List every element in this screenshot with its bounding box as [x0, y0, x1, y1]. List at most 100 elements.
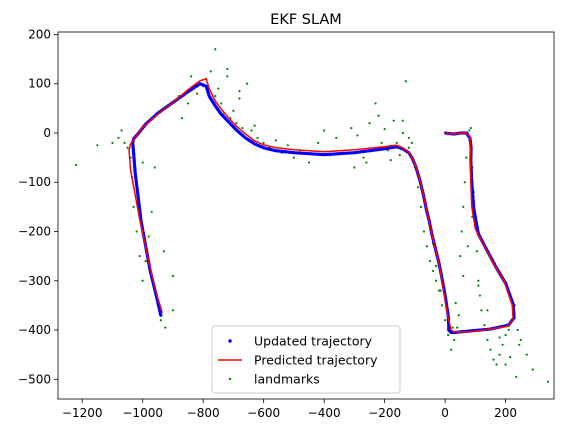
- landmark-point: [238, 90, 240, 92]
- y-tick-label: −300: [18, 274, 51, 288]
- landmark-point: [120, 129, 122, 131]
- x-tick-label: −400: [308, 406, 341, 420]
- landmark-point: [381, 142, 383, 144]
- y-tick-label: −400: [18, 323, 51, 337]
- landmark-point: [464, 181, 466, 183]
- legend: Updated trajectory Predicted trajectory la…: [212, 326, 400, 393]
- landmark-point: [495, 363, 497, 365]
- x-axis: −1200 −1000 −800 −600 −400 −200 0 200: [62, 399, 517, 420]
- landmark-point: [402, 120, 404, 122]
- landmark-point: [498, 336, 500, 338]
- y-tick-label: 200: [28, 27, 51, 41]
- landmark-point: [477, 285, 479, 287]
- landmark-point: [350, 127, 352, 129]
- landmark-point: [509, 356, 511, 358]
- landmark-point: [160, 319, 162, 321]
- landmark-point: [368, 122, 370, 124]
- landmark-point: [335, 137, 337, 139]
- landmark-point: [151, 211, 153, 213]
- landmark-point: [505, 363, 507, 365]
- landmark-point: [96, 144, 98, 146]
- y-tick-label: −200: [18, 225, 51, 239]
- landmark-point: [263, 142, 265, 144]
- landmark-point: [455, 302, 457, 304]
- landmark-point: [356, 134, 358, 136]
- landmark-point: [181, 117, 183, 119]
- landmark-point: [476, 250, 478, 252]
- landmark-point: [172, 309, 174, 311]
- landmark-point: [408, 147, 410, 149]
- y-axis: 2001000−100−200−300−400−500: [18, 27, 58, 386]
- landmark-point: [377, 115, 379, 117]
- x-tick-label: −800: [187, 406, 220, 420]
- legend-label: landmarks: [254, 372, 320, 387]
- landmark-point: [468, 129, 470, 131]
- y-tick-label: 100: [28, 77, 51, 91]
- landmark-point: [456, 326, 458, 328]
- chart-title: EKF SLAM: [270, 12, 342, 28]
- landmark-point: [384, 128, 386, 130]
- landmark-point: [142, 161, 144, 163]
- landmark-point: [317, 142, 319, 144]
- landmark-point: [515, 376, 517, 378]
- landmark-point: [492, 358, 494, 360]
- y-tick-label: −100: [18, 175, 51, 189]
- landmark-point: [75, 164, 77, 166]
- legend-dot-swatch: [229, 378, 231, 380]
- landmark-point: [232, 110, 234, 112]
- landmark-point: [210, 70, 212, 72]
- landmark-point: [459, 255, 461, 257]
- y-tick-label: −500: [18, 372, 51, 386]
- landmark-point: [190, 75, 192, 77]
- x-tick-label: 0: [441, 406, 449, 420]
- landmark-point: [429, 260, 431, 262]
- legend-dot-swatch: [228, 339, 231, 342]
- landmark-point: [505, 334, 507, 336]
- landmark-point: [257, 137, 259, 139]
- landmark-point: [501, 344, 503, 346]
- x-tick-label: −600: [247, 406, 280, 420]
- x-tick-label: −200: [368, 406, 401, 420]
- landmark-point: [423, 230, 425, 232]
- x-tick-label: −1200: [62, 406, 103, 420]
- landmark-point: [435, 280, 437, 282]
- landmark-point: [139, 255, 141, 257]
- landmark-point: [323, 129, 325, 131]
- landmark-point: [450, 349, 452, 351]
- landmark-point: [462, 275, 464, 277]
- landmark-point: [148, 235, 150, 237]
- landmark-point: [396, 142, 398, 144]
- landmark-point: [217, 88, 219, 90]
- landmark-point: [444, 319, 446, 321]
- landmark-point: [483, 324, 485, 326]
- landmark-point: [308, 161, 310, 163]
- landmark-point: [365, 161, 367, 163]
- landmark-point: [235, 122, 237, 124]
- landmark-point: [133, 206, 135, 208]
- landmark-point: [432, 270, 434, 272]
- landmark-point: [447, 334, 449, 336]
- landmark-point: [136, 230, 138, 232]
- landmark-point: [518, 344, 520, 346]
- landmark-point: [405, 80, 407, 82]
- landmark-point: [486, 309, 488, 311]
- landmark-point: [246, 83, 248, 85]
- landmark-point: [462, 206, 464, 208]
- landmark-point: [220, 102, 222, 104]
- landmark-point: [426, 245, 428, 247]
- landmark-point: [123, 142, 125, 144]
- landmark-point: [402, 132, 404, 134]
- landmark-point: [226, 75, 228, 77]
- landmark-point: [250, 129, 252, 131]
- landmark-point: [393, 120, 395, 122]
- landmark-point: [547, 381, 549, 383]
- landmark-point: [187, 102, 189, 104]
- landmark-point: [164, 326, 166, 328]
- landmark-point: [420, 206, 422, 208]
- landmark-point: [435, 265, 437, 267]
- landmark-point: [238, 97, 240, 99]
- landmark-point: [467, 245, 469, 247]
- landmark-point: [287, 144, 289, 146]
- landmark-point: [480, 309, 482, 311]
